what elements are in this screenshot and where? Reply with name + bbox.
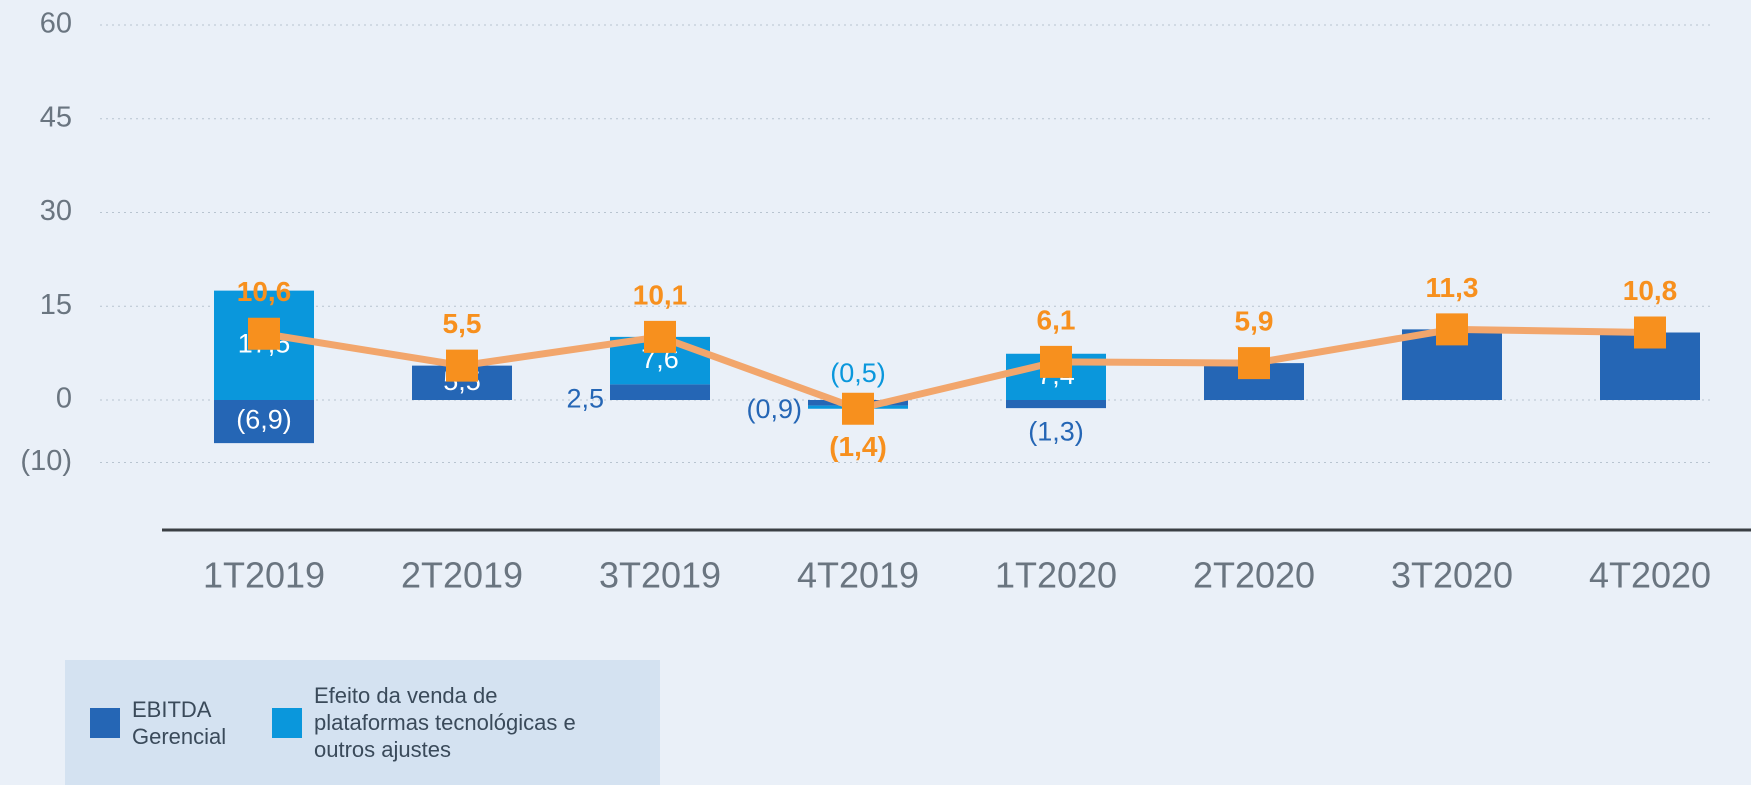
value-label: (6,9) [236,405,292,435]
line-marker [644,320,676,353]
value-label: (0,9) [746,394,802,424]
line-value-label: 5,5 [443,308,482,339]
line-marker [1634,316,1666,349]
x-tick-label: 4T2020 [1589,555,1711,596]
y-tick-label: 15 [40,289,72,321]
line-marker [1238,347,1270,380]
legend-label: Efeito da venda de plataformas tecnológi… [314,683,576,762]
line-marker [1436,313,1468,346]
legend-swatch [272,707,302,738]
line [263,325,1651,413]
value-label: (0,5) [830,358,886,388]
x-tick-label: 2T2019 [401,555,523,596]
chart: (10) 0 15 30 45 60 1T2019 2T2019 3T2019 4T2019 1T2… [20,8,1751,596]
line-marker [1040,345,1072,378]
y-tick-label: (10) [20,445,72,477]
x-tick-label: 4T2019 [797,555,919,596]
line-value-label: 10,8 [1623,275,1678,306]
bar-segment [1006,400,1106,409]
line-value-label: 11,3 [1426,272,1479,303]
legend: EBITDA Gerencial Efeito da venda de plat… [65,660,660,785]
line-value-label: 10,1 [633,279,688,310]
y-tick-label: 30 [40,195,72,227]
legend-swatch [90,707,120,738]
line-value-label: 10,6 [237,276,292,307]
x-tick-label: 2T2020 [1193,555,1315,596]
value-label: (1,3) [1028,416,1084,446]
y-tick-label: 60 [40,8,72,40]
value-label: 2,5 [566,383,604,413]
line-marker [842,392,874,425]
line-value-label: (1,4) [829,431,887,462]
legend-item: EBITDA Gerencial [90,696,242,750]
line-value-label: 5,9 [1235,306,1274,337]
line-marker [248,317,280,350]
y-tick-label: 0 [56,383,72,415]
x-tick-label: 1T2019 [203,555,325,596]
y-tick-label: 45 [40,101,72,133]
legend-item: Efeito da venda de plataformas tecnológi… [272,682,609,763]
x-tick-label: 1T2020 [995,555,1117,596]
line-marker [446,349,478,382]
x-tick-label: 3T2019 [599,555,721,596]
line-value-label: 6,1 [1037,304,1076,335]
legend-label: EBITDA Gerencial [132,696,227,749]
bar-segment [610,384,710,400]
x-tick-label: 3T2020 [1391,555,1513,596]
bar-segment [214,400,314,444]
